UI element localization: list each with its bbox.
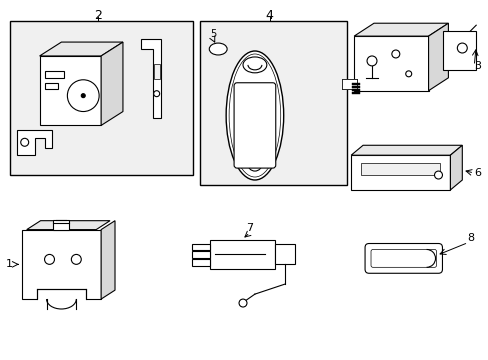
Bar: [342, 79, 356, 89]
Bar: [351, 89, 359, 91]
Circle shape: [456, 43, 467, 53]
FancyBboxPatch shape: [234, 83, 275, 168]
Polygon shape: [40, 42, 122, 56]
Polygon shape: [350, 155, 449, 190]
Polygon shape: [17, 130, 51, 155]
Text: 6: 6: [474, 168, 481, 178]
Bar: [153, 64, 160, 79]
Circle shape: [251, 92, 257, 98]
Ellipse shape: [225, 51, 283, 180]
Bar: [251, 96, 257, 100]
Polygon shape: [427, 23, 447, 91]
Bar: [200, 21, 346, 185]
Bar: [274, 244, 294, 264]
Bar: [44, 83, 59, 89]
Bar: [242, 125, 267, 138]
Circle shape: [44, 255, 54, 264]
Circle shape: [81, 94, 85, 98]
Circle shape: [247, 157, 262, 171]
Polygon shape: [53, 220, 69, 230]
Bar: [351, 86, 359, 88]
Bar: [342, 79, 356, 89]
Bar: [192, 251, 210, 258]
Bar: [342, 79, 356, 89]
Text: 8: 8: [467, 233, 474, 243]
Polygon shape: [141, 39, 161, 118]
Polygon shape: [101, 42, 122, 125]
Bar: [360, 163, 440, 175]
Bar: [210, 239, 274, 269]
Text: 2: 2: [94, 9, 102, 22]
Circle shape: [20, 138, 29, 146]
Text: 3: 3: [474, 61, 481, 71]
Circle shape: [434, 171, 442, 179]
FancyBboxPatch shape: [365, 243, 442, 273]
Circle shape: [239, 299, 246, 307]
Circle shape: [67, 80, 99, 112]
Ellipse shape: [243, 57, 266, 73]
Text: 4: 4: [265, 9, 273, 22]
Bar: [242, 91, 267, 104]
Bar: [192, 260, 210, 266]
Bar: [342, 79, 356, 89]
Circle shape: [153, 91, 160, 96]
Bar: [351, 83, 359, 85]
Polygon shape: [353, 36, 427, 91]
Polygon shape: [350, 145, 461, 155]
Polygon shape: [27, 221, 110, 230]
Circle shape: [71, 255, 81, 264]
Bar: [242, 108, 267, 112]
Polygon shape: [353, 23, 447, 36]
Bar: [192, 243, 210, 251]
Bar: [351, 92, 359, 94]
Circle shape: [405, 71, 411, 77]
Ellipse shape: [209, 43, 226, 55]
Text: 7: 7: [246, 222, 253, 233]
Circle shape: [391, 50, 399, 58]
Polygon shape: [21, 230, 101, 299]
Bar: [242, 112, 267, 121]
Polygon shape: [40, 56, 101, 125]
Bar: [44, 71, 64, 78]
Circle shape: [366, 56, 376, 66]
Bar: [10, 21, 193, 175]
Polygon shape: [443, 31, 475, 70]
Polygon shape: [101, 221, 115, 299]
Polygon shape: [449, 145, 461, 190]
Text: 5: 5: [210, 29, 216, 39]
Bar: [242, 143, 267, 154]
Bar: [342, 79, 356, 89]
Text: 1: 1: [6, 259, 13, 269]
